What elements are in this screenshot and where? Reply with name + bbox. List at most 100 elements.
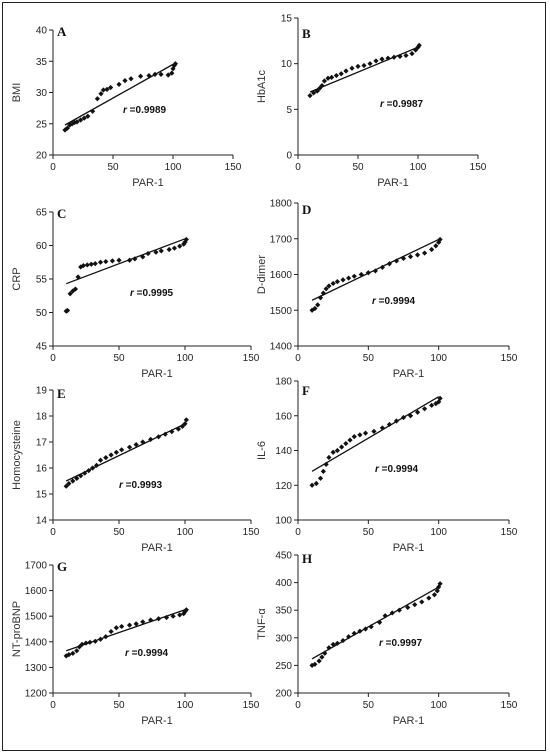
regression-line (311, 396, 439, 472)
x-tick-label: 0 (50, 527, 56, 538)
correlation-value: =0.9994 (129, 648, 169, 659)
data-point (97, 457, 104, 463)
data-point (312, 661, 318, 667)
data-point (84, 262, 90, 268)
data-point (133, 621, 139, 627)
y-tick-label: 0 (286, 151, 292, 162)
data-point (103, 455, 109, 461)
x-tick-label: 150 (501, 700, 518, 711)
correlation-value: =0.9987 (384, 99, 424, 110)
data-point (87, 639, 93, 645)
data-point (126, 622, 133, 628)
x-tick-label: 100 (177, 353, 194, 364)
data-point (351, 630, 357, 636)
data-point (400, 414, 407, 421)
data-point (330, 280, 336, 287)
data-point (64, 307, 71, 314)
data-point (183, 236, 189, 243)
data-point (116, 81, 122, 87)
data-point (81, 115, 87, 121)
data-point (321, 78, 327, 84)
correlation-symbol: r (119, 480, 124, 491)
data-point (148, 436, 154, 442)
data-point (319, 654, 325, 660)
data-point (132, 256, 138, 262)
data-point (70, 478, 76, 484)
data-point (309, 662, 315, 668)
data-point (319, 82, 325, 89)
y-tick-label: 25 (36, 119, 48, 130)
data-point (177, 612, 183, 618)
data-point (113, 625, 119, 631)
data-point (407, 413, 414, 419)
data-point (379, 56, 385, 62)
panel-letter: D (302, 202, 311, 217)
data-point (69, 121, 75, 127)
data-point (146, 73, 152, 79)
panel-letter: G (57, 559, 67, 574)
data-point (385, 55, 391, 61)
correlation-label: r =0.9987 (380, 99, 424, 110)
data-point (67, 291, 73, 297)
data-point (357, 432, 363, 438)
y-tick-label: 15 (36, 490, 48, 501)
data-point (165, 72, 171, 78)
correlation-label: r =0.9997 (379, 638, 423, 649)
x-tick-label: 0 (50, 353, 56, 364)
data-point (393, 418, 400, 424)
correlation-symbol: r (130, 288, 135, 299)
panel-e: 0 50 100 150 14 15 16 17 18 19 PAR-1 Homocysteine Er… (11, 386, 260, 555)
data-point (183, 607, 189, 613)
data-point (397, 53, 403, 59)
data-point (66, 481, 72, 487)
data-point (422, 250, 428, 256)
data-point (108, 452, 114, 458)
data-point (140, 254, 146, 260)
y-tick-label: 180 (275, 377, 292, 388)
data-point (74, 475, 80, 481)
data-point (74, 119, 80, 125)
data-point (80, 263, 86, 269)
data-point (119, 447, 125, 453)
x-tick-label: 150 (501, 527, 518, 538)
data-point (389, 610, 395, 616)
y-tick-label: 1700 (270, 234, 293, 245)
y-tick-label: 1800 (270, 199, 293, 210)
correlation-symbol: r (372, 296, 377, 307)
data-point (97, 636, 104, 642)
x-tick-label: 100 (177, 527, 194, 538)
y-axis-label: HbA1c (256, 69, 268, 103)
panel-c: 0 50 100 150 45 50 55 60 65 PAR-1 CRP Cr =0.9995 (11, 206, 260, 380)
data-point (316, 658, 322, 664)
data-point (373, 58, 379, 64)
data-point (166, 246, 172, 253)
correlation-value: =0.9993 (123, 480, 163, 491)
data-point (307, 93, 313, 99)
x-axis-label: PAR-1 (377, 177, 409, 189)
data-point (414, 409, 421, 415)
data-point (97, 259, 104, 265)
y-tick-label: 100 (275, 516, 292, 527)
panel-letter: C (57, 206, 66, 221)
x-tick-label: 0 (295, 353, 301, 364)
data-point (98, 91, 104, 97)
data-point (437, 236, 443, 243)
data-point (169, 429, 175, 435)
data-point (368, 624, 374, 630)
data-point (317, 295, 324, 301)
x-tick-label: 50 (107, 162, 119, 173)
panel-letter: B (302, 26, 311, 41)
data-point (351, 273, 357, 279)
data-point (315, 302, 321, 308)
y-tick-label: 450 (275, 551, 292, 562)
correlation-value: =0.9995 (134, 288, 174, 299)
y-tick-label: 17 (36, 438, 48, 449)
data-point (181, 611, 187, 617)
data-point (322, 650, 328, 656)
data-point (346, 634, 352, 640)
data-point (416, 42, 422, 48)
y-tick-label: 140 (275, 446, 292, 457)
data-point (78, 117, 84, 123)
data-point (429, 402, 435, 408)
y-tick-label: 65 (36, 208, 48, 219)
